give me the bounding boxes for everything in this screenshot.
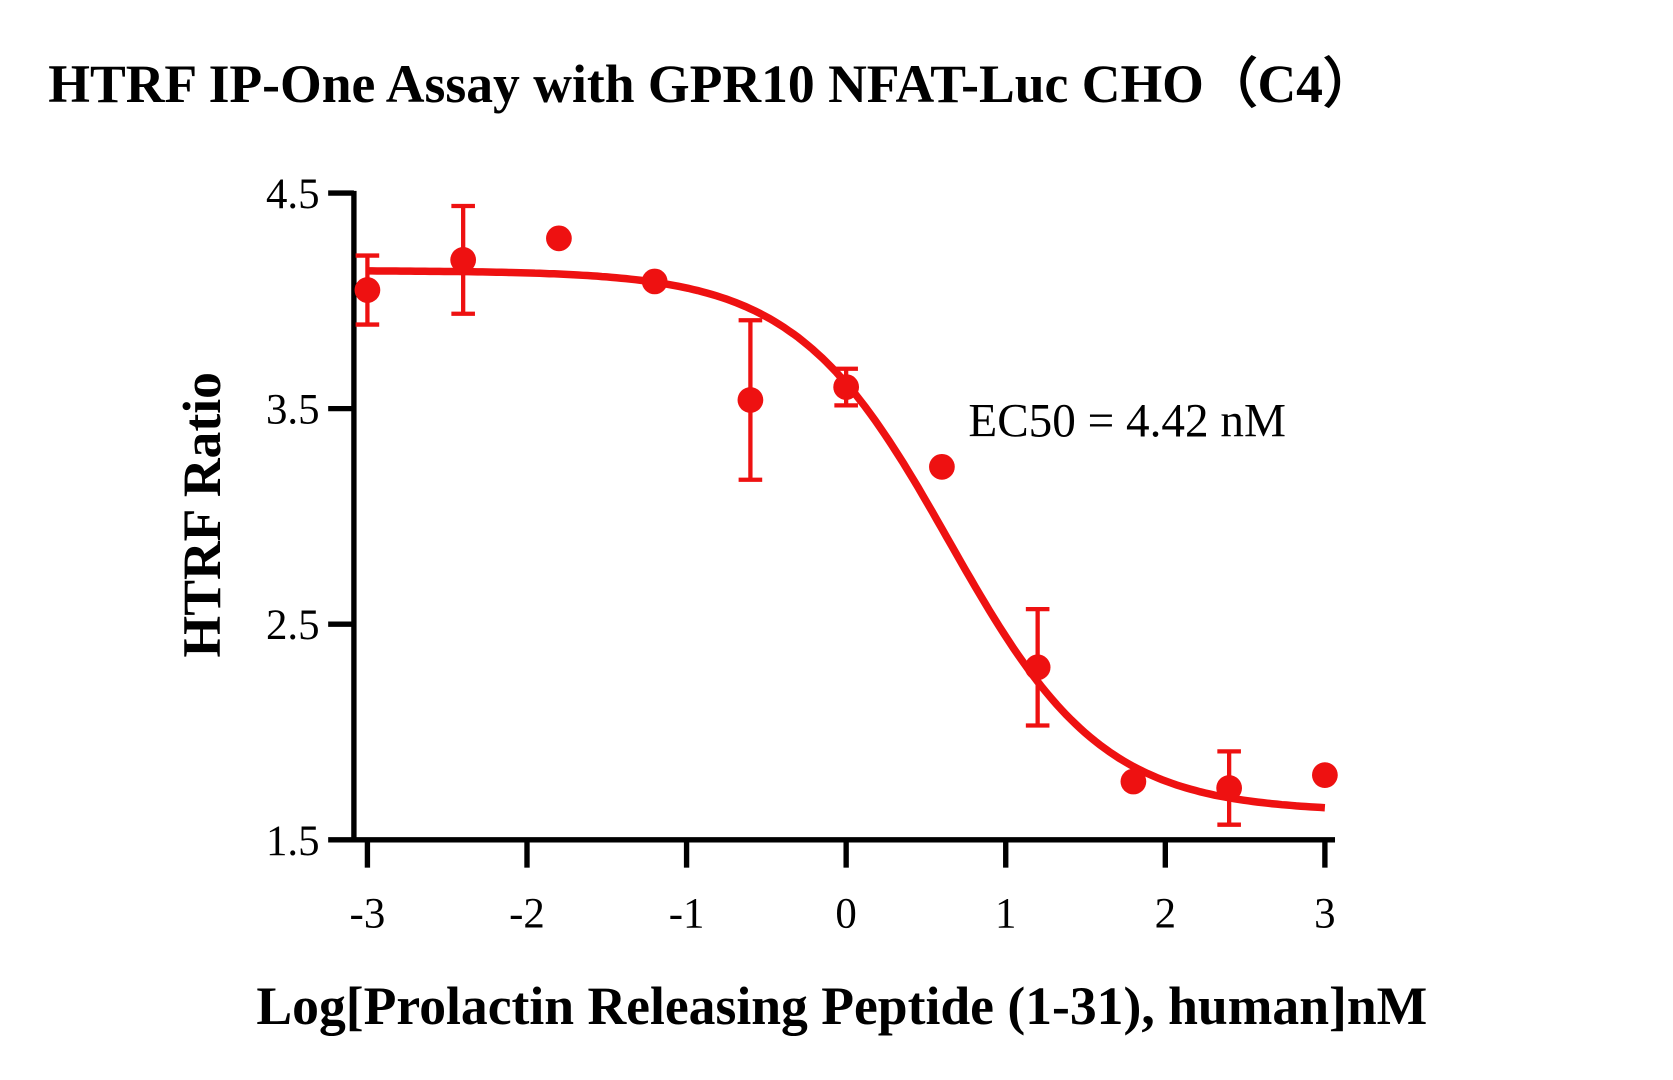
x-tick-label: -3 bbox=[350, 891, 386, 938]
y-tick-label: 3.5 bbox=[266, 387, 320, 434]
ticks: 1.5 2.5 3.5 4.5 -3 -2 -1 0 1 2 3 bbox=[266, 171, 1336, 938]
data-point bbox=[1216, 775, 1243, 801]
x-tick-label: 3 bbox=[1314, 891, 1335, 938]
data-point bbox=[1312, 762, 1338, 788]
x-tick-label: 0 bbox=[835, 891, 856, 938]
data-point bbox=[546, 225, 572, 252]
data-point bbox=[354, 277, 381, 303]
x-tick-label: 1 bbox=[995, 891, 1016, 938]
chart-title: HTRF IP-One Assay with GPR10 NFAT-Luc CH… bbox=[48, 54, 1376, 114]
data-point bbox=[1120, 768, 1147, 795]
x-tick-label: 2 bbox=[1155, 891, 1176, 938]
fit-curve bbox=[367, 267, 1326, 812]
data-point bbox=[833, 374, 860, 400]
y-tick-label: 4.5 bbox=[266, 171, 320, 218]
data-point bbox=[1024, 654, 1051, 681]
data-point bbox=[737, 387, 764, 413]
x-axis-label: Log[Prolactin Releasing Peptide (1-31), … bbox=[256, 976, 1427, 1036]
data-point bbox=[929, 453, 955, 480]
x-tick-label: -1 bbox=[669, 891, 705, 938]
x-tick-label: -2 bbox=[509, 891, 545, 938]
y-tick-label: 2.5 bbox=[266, 602, 320, 649]
y-axis-label: HTRF Ratio bbox=[172, 372, 232, 657]
ec50-annotation: EC50 = 4.42 nM bbox=[968, 396, 1286, 448]
data-points bbox=[354, 203, 1338, 827]
y-tick-label: 1.5 bbox=[266, 818, 320, 865]
data-point bbox=[450, 247, 477, 273]
data-point bbox=[641, 268, 668, 295]
axes bbox=[351, 190, 1336, 843]
